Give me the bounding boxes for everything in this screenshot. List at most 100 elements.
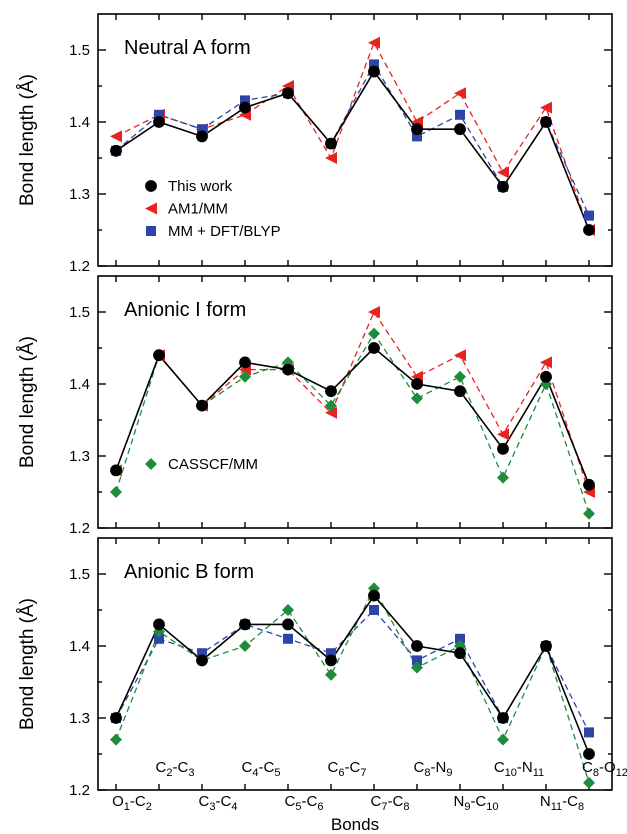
x-tick-label: N9-C10 <box>453 793 498 813</box>
data-point <box>368 36 380 49</box>
data-point <box>239 101 251 114</box>
legend-label: AM1/MM <box>168 201 228 218</box>
data-point <box>154 633 164 644</box>
data-point <box>325 152 337 164</box>
data-point <box>197 648 207 659</box>
series-line <box>115 594 590 755</box>
data-point <box>454 647 466 660</box>
data-point <box>583 478 595 491</box>
data-point <box>325 137 337 150</box>
data-point <box>455 109 465 120</box>
data-point <box>110 712 122 724</box>
data-point <box>497 733 509 746</box>
x-tick-label: C6-C7 <box>328 759 367 779</box>
data-point <box>454 370 466 383</box>
data-point <box>540 640 552 652</box>
x-tick-label: C5-C6 <box>285 793 324 813</box>
series-line <box>115 310 590 493</box>
data-point <box>325 399 337 412</box>
data-point <box>411 392 423 405</box>
x-tick-label: C7-C8 <box>371 793 410 813</box>
y-axis-label: Bond length (Å) <box>17 336 38 468</box>
x-tick-label: C2-C3 <box>156 759 195 779</box>
series-line <box>115 70 590 231</box>
y-tick-label: 1.4 <box>69 376 90 393</box>
data-point <box>412 131 422 142</box>
data-point <box>153 116 165 128</box>
data-point <box>411 123 423 136</box>
data-point <box>497 428 509 441</box>
data-point <box>153 618 165 631</box>
plot-frame <box>97 537 613 791</box>
panel-title: Neutral A form <box>124 37 251 59</box>
data-point <box>454 87 466 100</box>
data-point <box>583 507 595 520</box>
x-axis-label: Bonds <box>331 815 379 834</box>
y-tick-label: 1.4 <box>69 638 90 655</box>
data-point <box>455 633 465 644</box>
data-point <box>583 224 595 236</box>
data-point <box>196 654 208 667</box>
x-tick-label: C8-O12 <box>582 759 627 779</box>
data-point <box>368 65 380 78</box>
data-point <box>153 349 165 362</box>
x-tick-label: O1-C2 <box>112 793 152 813</box>
data-point <box>196 130 208 143</box>
legend-label: CASSCF/MM <box>168 456 258 473</box>
data-point <box>110 464 122 477</box>
data-point <box>411 661 423 674</box>
data-point <box>283 633 293 644</box>
data-point <box>454 123 466 136</box>
series-line <box>115 332 590 514</box>
data-point <box>368 589 380 602</box>
data-point <box>411 378 423 390</box>
data-point <box>239 640 251 652</box>
x-tick-label: C8-N9 <box>414 759 453 779</box>
data-point <box>239 356 251 369</box>
data-point <box>282 618 294 631</box>
data-point <box>368 306 380 318</box>
data-point <box>540 356 552 369</box>
data-point <box>540 370 552 383</box>
data-point <box>282 604 294 616</box>
y-tick-label: 1.2 <box>69 258 90 275</box>
data-point <box>411 640 423 652</box>
data-point <box>325 385 337 398</box>
data-point <box>110 486 122 498</box>
y-tick-label: 1.3 <box>69 448 90 465</box>
legend-marker <box>145 458 157 470</box>
data-point <box>583 748 595 760</box>
data-point <box>454 385 466 398</box>
y-tick-label: 1.5 <box>69 42 90 59</box>
plot-frame <box>97 275 613 529</box>
data-point <box>196 399 208 412</box>
data-point <box>497 166 509 179</box>
data-point <box>584 727 594 738</box>
panel-title: Anionic B form <box>124 561 254 583</box>
data-point <box>154 109 164 120</box>
panel-2: 1.2 1.3 1.4 1.5 Bond length (Å) Anionic I for… <box>17 275 613 537</box>
y-tick-label: 1.3 <box>69 710 90 727</box>
y-tick-label: 1.2 <box>69 782 90 799</box>
x-tick-label: N11-C8 <box>540 793 584 813</box>
data-point <box>368 342 380 354</box>
data-point <box>110 130 122 143</box>
data-point <box>197 124 207 135</box>
legend-marker <box>145 202 157 215</box>
data-point <box>368 327 380 340</box>
data-point <box>369 59 379 70</box>
panel-title: Anionic I form <box>124 299 246 321</box>
y-tick-label: 1.5 <box>69 304 90 321</box>
data-point <box>282 87 294 100</box>
data-point <box>540 116 552 128</box>
data-point <box>454 349 466 362</box>
data-point <box>240 95 250 106</box>
series-line <box>115 586 590 783</box>
panel-1: 1.2 1.3 1.4 1.5 Bond length (Å) Neutral A for… <box>17 13 613 275</box>
data-point <box>325 654 337 667</box>
data-point <box>369 605 379 615</box>
data-point <box>497 180 509 193</box>
y-tick-label: 1.5 <box>69 566 90 583</box>
series-line <box>115 346 590 486</box>
